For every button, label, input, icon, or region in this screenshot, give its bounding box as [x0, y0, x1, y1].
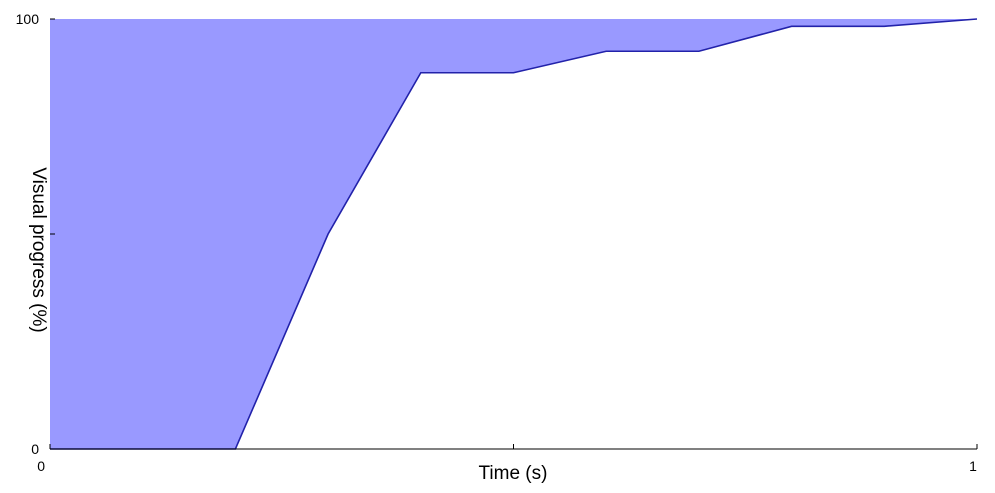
ticks: 0 100 0 1	[16, 11, 978, 474]
x-axis-label: Time (s)	[479, 463, 548, 484]
progress-remaining-area	[50, 19, 977, 449]
y-tick-label-0: 0	[31, 441, 39, 457]
y-tick-label-2: 100	[16, 11, 40, 27]
x-tick-label-2: 1	[969, 458, 977, 474]
plot-area	[49, 18, 978, 450]
progress-line	[50, 18, 978, 450]
x-tick-label-0: 0	[37, 458, 45, 474]
y-axis-label: Visual progress (%)	[28, 167, 49, 332]
